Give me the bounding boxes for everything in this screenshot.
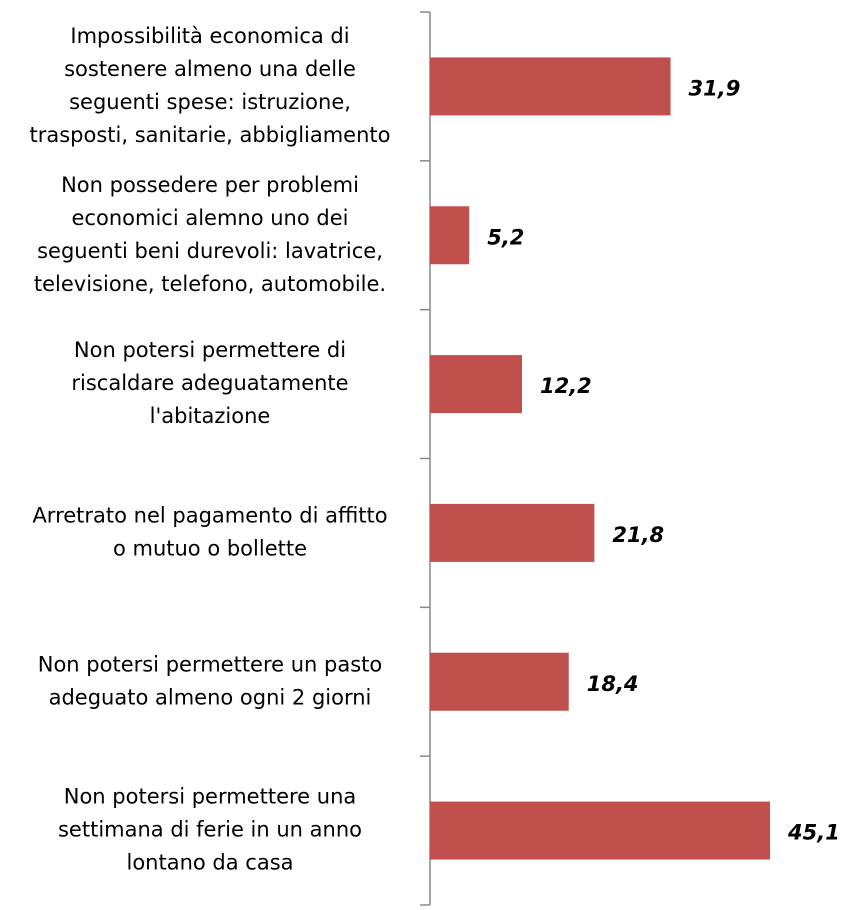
value-label: 31,9 (689, 76, 741, 100)
category-label: Non possedere per problemi (61, 173, 359, 197)
category-label: televisione, telefono, automobile. (34, 272, 386, 296)
category-label: Arretrato nel pagamento di affitto (32, 503, 387, 527)
value-label: 12,2 (540, 374, 592, 398)
value-label: 21,8 (612, 523, 664, 547)
category-label: seguenti spese: istruzione, (69, 90, 351, 114)
bar (430, 652, 569, 711)
category-label: l'abitazione (150, 404, 271, 428)
bar (430, 503, 595, 562)
value-label: 45,1 (787, 821, 840, 845)
category-label: settimana di ferie in un anno (58, 818, 362, 842)
category-label: sostenere almeno una delle (64, 57, 356, 81)
bar (430, 206, 470, 265)
category-label: Non potersi permettere un pasto (38, 652, 383, 676)
bar (430, 57, 671, 116)
category-label: Non potersi permettere una (64, 785, 357, 809)
category-label: seguenti beni durevoli: lavatrice, (37, 239, 383, 263)
category-label: o mutuo o bollette (113, 536, 307, 560)
bar (430, 355, 522, 414)
category-label: trasposti, sanitarie, abbigliamento (29, 123, 390, 147)
category-label: lontano da casa (126, 851, 293, 875)
category-label: riscaldare adeguatamente (71, 371, 348, 395)
category-label: economici alemno uno dei (72, 206, 349, 230)
value-label: 18,4 (587, 672, 639, 696)
bar (430, 801, 771, 860)
category-label: Impossibilità economica di (70, 24, 349, 48)
category-label: Non potersi permettere di (74, 338, 346, 362)
category-label: adeguato almeno ogni 2 giorni (49, 685, 372, 709)
value-label: 5,2 (487, 225, 524, 249)
